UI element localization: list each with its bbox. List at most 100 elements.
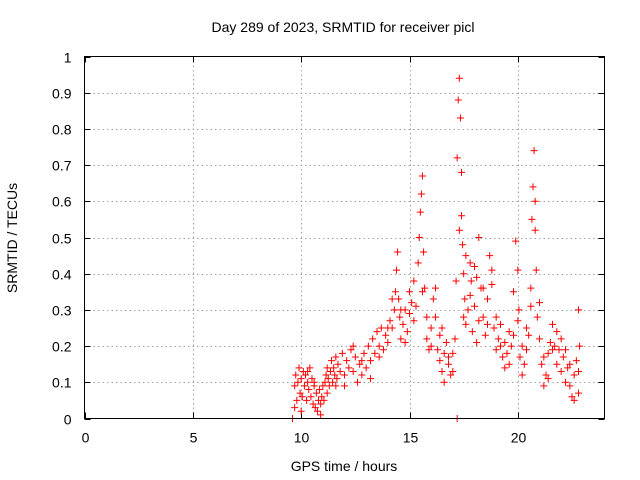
data-point [328, 357, 335, 365]
data-point [349, 367, 357, 375]
data-point [442, 338, 450, 346]
data-point [384, 338, 392, 346]
data-point [572, 357, 580, 365]
x-tick-label: 0 [82, 430, 90, 446]
data-point [557, 335, 565, 343]
data-point [347, 346, 355, 354]
data-point [414, 259, 422, 267]
data-point [445, 360, 452, 368]
data-point [382, 331, 390, 339]
y-tick-label: 0.4 [52, 267, 72, 283]
data-point [438, 367, 446, 375]
data-point [497, 342, 504, 350]
data-point [440, 349, 448, 357]
data-point [542, 371, 550, 379]
data-point [358, 371, 366, 379]
x-tick-label: 5 [190, 430, 198, 446]
data-point [293, 396, 301, 404]
data-point [549, 346, 556, 354]
x-tick-label: 20 [511, 430, 527, 446]
data-point [492, 346, 500, 354]
data-point [304, 378, 312, 386]
data-point [317, 400, 325, 408]
data-point [397, 306, 405, 314]
data-point [557, 367, 565, 375]
data-point [481, 331, 489, 339]
data-point [316, 386, 324, 394]
grid-lines [84, 56, 605, 419]
data-point [384, 324, 392, 332]
data-point [367, 357, 374, 365]
data-point [416, 208, 424, 216]
data-point [432, 313, 439, 321]
data-point [403, 328, 411, 336]
y-tick-label: 0.7 [52, 158, 72, 174]
data-point [351, 353, 359, 361]
data-point [360, 349, 368, 357]
data-point [349, 342, 357, 350]
data-point [309, 400, 317, 408]
data-point [514, 317, 522, 325]
data-point [553, 328, 561, 336]
data-point [462, 320, 470, 328]
data-point [322, 371, 330, 379]
data-point [313, 407, 321, 415]
data-point [458, 168, 465, 176]
data-point [323, 364, 331, 372]
axis-ticks: 00.10.20.30.40.50.60.70.80.910 5 10 15 20 [52, 50, 605, 446]
x-axis-label: GPS time / hours [291, 458, 398, 474]
data-point [336, 367, 344, 375]
data-point [331, 371, 339, 379]
data-point [553, 360, 561, 368]
data-point [291, 382, 299, 390]
data-point [298, 393, 306, 401]
data-point [321, 378, 329, 386]
data-point [401, 338, 409, 346]
data-point [466, 291, 474, 299]
data-point [306, 364, 314, 372]
data-point [566, 360, 574, 368]
data-point [427, 342, 435, 350]
data-point [479, 284, 487, 292]
data-point [373, 328, 381, 336]
data-point [380, 346, 387, 354]
data-point [528, 215, 536, 223]
data-point [455, 226, 463, 234]
data-point [531, 197, 539, 205]
data-point [456, 114, 464, 122]
data-point [332, 353, 340, 361]
y-tick-label: 0.1 [52, 375, 72, 391]
data-point [388, 295, 396, 303]
data-point [510, 288, 517, 296]
data-point [292, 371, 300, 379]
data-point [319, 382, 327, 390]
data-point [562, 378, 569, 386]
data-point [516, 353, 524, 361]
data-point [410, 317, 418, 325]
x-tick-label: 10 [294, 430, 310, 446]
data-point [304, 367, 312, 375]
data-point [447, 371, 455, 379]
data-point [423, 313, 431, 321]
data-point [394, 248, 402, 256]
data-point [291, 404, 299, 412]
data-point [462, 252, 470, 260]
data-point [484, 295, 491, 303]
data-point [540, 353, 548, 361]
data-point [505, 360, 513, 368]
data-point [449, 349, 457, 357]
data-points [289, 74, 584, 422]
data-point [305, 386, 313, 394]
data-point [453, 154, 461, 162]
data-point [507, 342, 515, 350]
data-point [575, 306, 582, 314]
data-point [536, 299, 543, 307]
data-point [460, 270, 468, 278]
data-point [510, 331, 517, 339]
data-point [296, 389, 304, 397]
data-point [436, 331, 444, 339]
data-point [564, 364, 572, 372]
data-point [377, 324, 385, 332]
data-point [362, 364, 370, 372]
y-tick-label: 0.5 [52, 231, 72, 247]
